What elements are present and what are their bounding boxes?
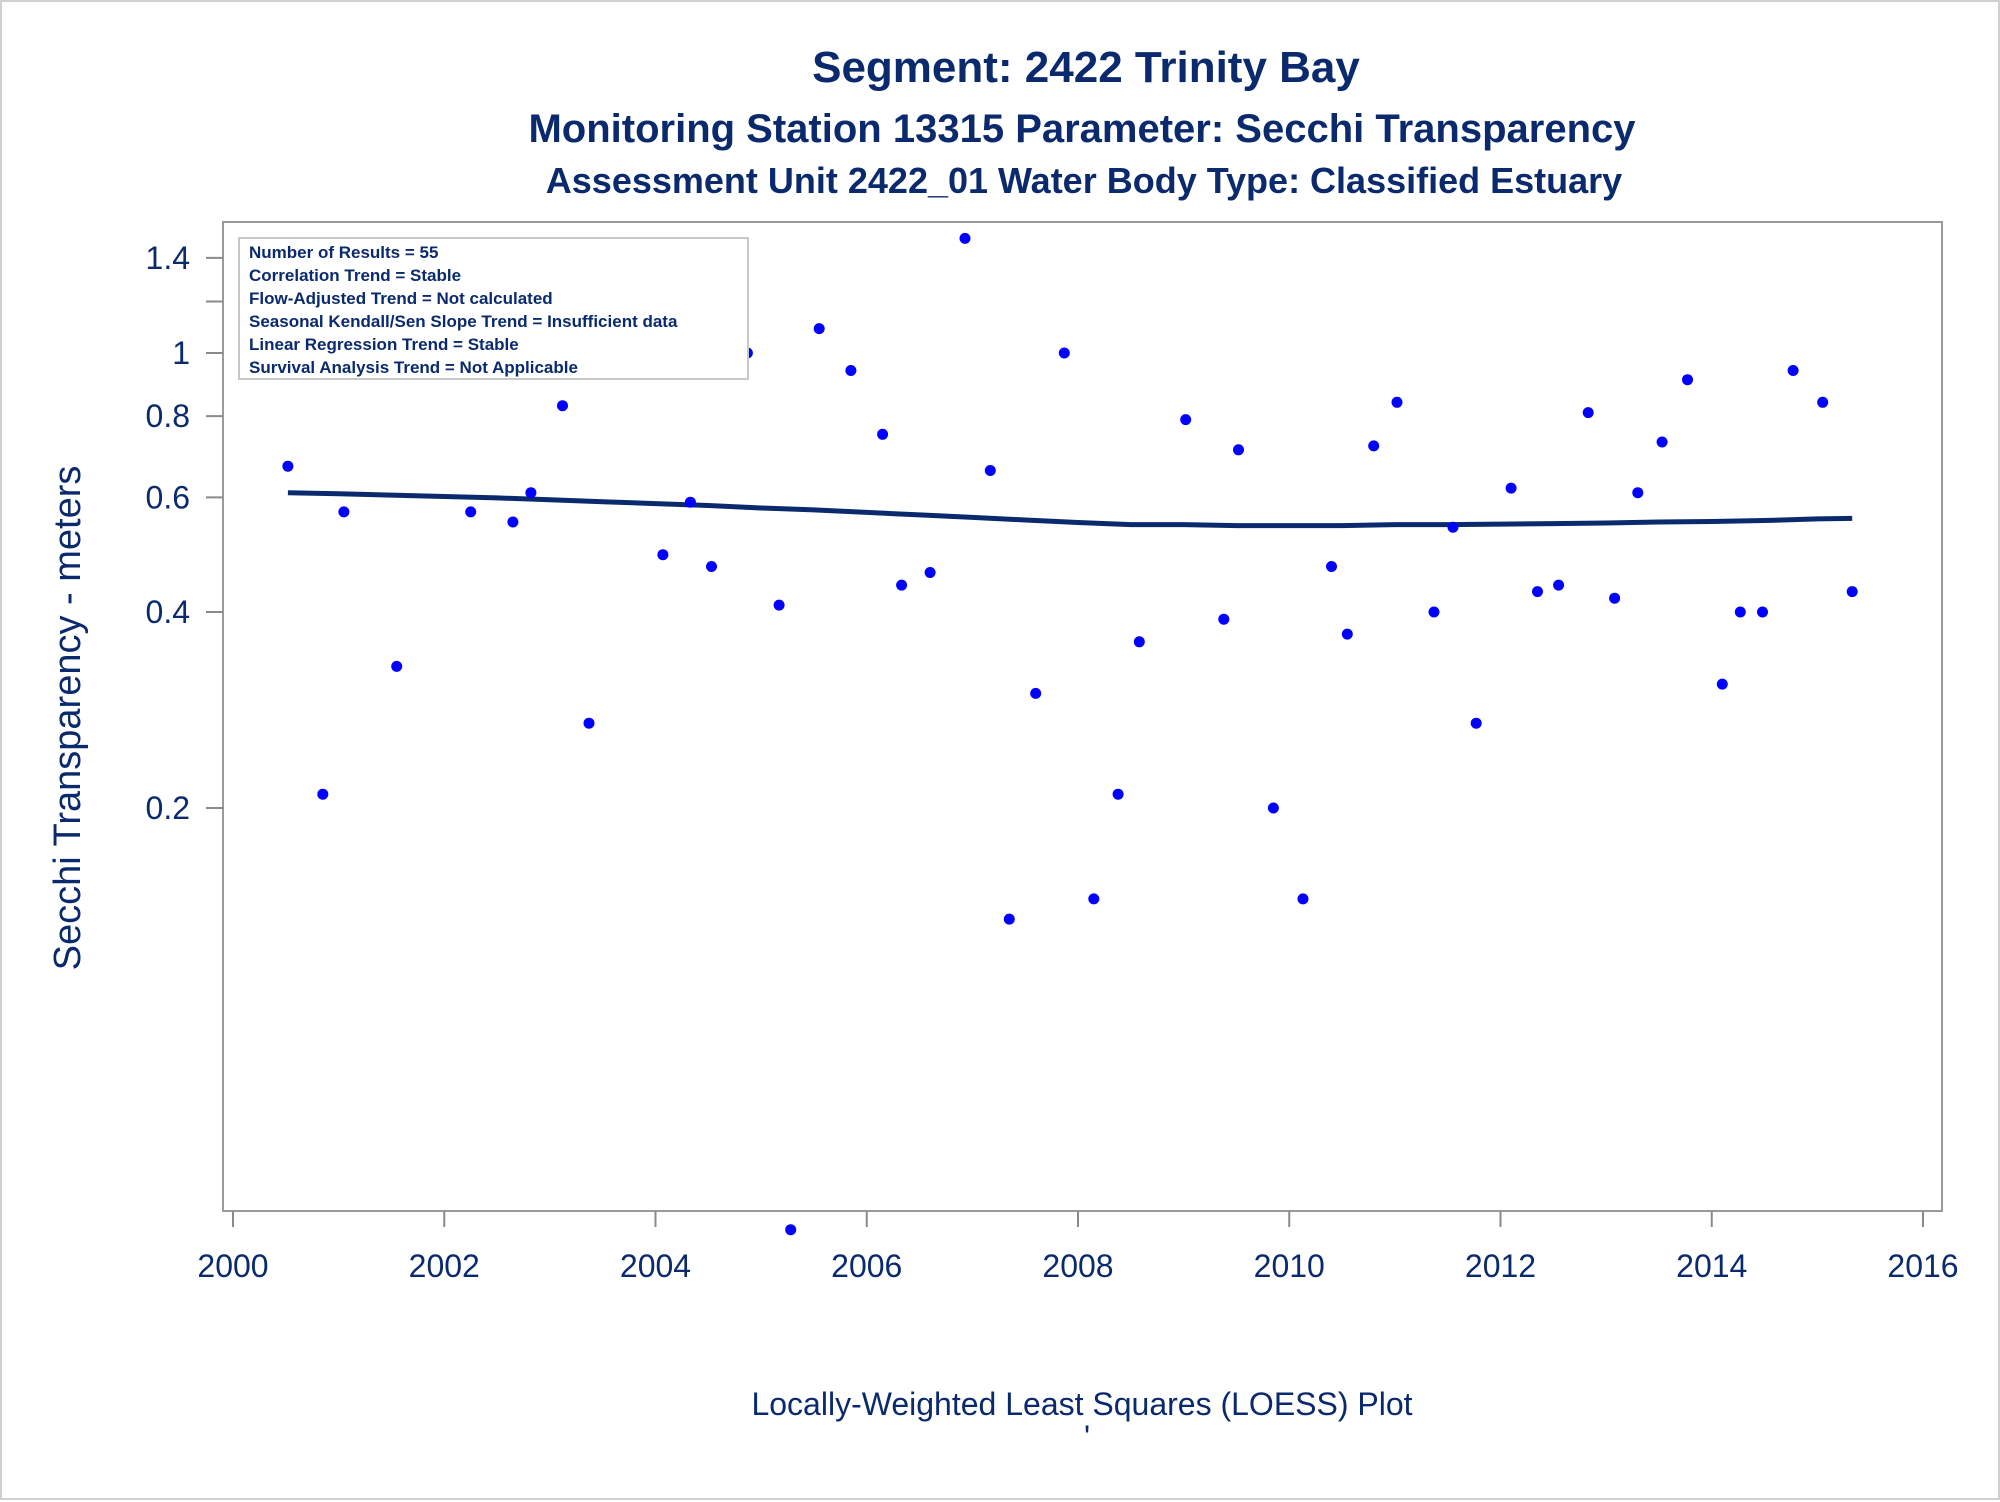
data-point xyxy=(1218,613,1230,625)
data-point xyxy=(1553,579,1565,591)
data-point xyxy=(1470,717,1482,729)
x-axis: 2000 2002 2004 2006 2008 2010 2012 2014 2016 xyxy=(197,1211,1959,1284)
data-point xyxy=(959,232,971,244)
chart-subtitle-2: Assessment Unit 2422_01 Water Body Type:… xyxy=(546,160,1622,201)
data-point xyxy=(282,460,294,472)
data-point xyxy=(1341,628,1353,640)
data-point xyxy=(813,323,825,335)
y-tick-label: 0.6 xyxy=(146,479,190,515)
data-point xyxy=(1267,802,1279,814)
data-point xyxy=(1112,788,1124,800)
data-point xyxy=(557,400,568,412)
loess-line xyxy=(287,490,1853,529)
y-tick-label: 0.8 xyxy=(146,398,190,434)
chart-footnote: Locally-Weighted Least Squares (LOESS) P… xyxy=(751,1386,1412,1422)
y-tick-label: 0.4 xyxy=(146,594,190,630)
data-point xyxy=(1817,396,1829,408)
data-point xyxy=(1716,678,1728,690)
footnote-mark: ' xyxy=(1084,1419,1090,1455)
data-point xyxy=(1030,687,1042,699)
stats-inset-line: Survival Analysis Trend = Not Applicable xyxy=(249,358,578,377)
stats-inset-box xyxy=(238,237,749,380)
stats-inset-line: Correlation Trend = Stable xyxy=(249,266,461,285)
data-point xyxy=(785,1224,797,1236)
data-point xyxy=(583,717,595,729)
x-tick-label: 2016 xyxy=(1887,1248,1958,1284)
stats-inset: Number of Results = 55 Correlation Trend… xyxy=(238,237,749,380)
data-point xyxy=(1632,487,1644,499)
x-tick-label: 2014 xyxy=(1676,1248,1747,1284)
chart-subtitle: Monitoring Station 13315 Parameter: Secc… xyxy=(528,107,1636,151)
y-axis: 0.2 0.4 0.6 0.8 1 1.4 xyxy=(146,240,223,826)
data-point xyxy=(1682,374,1693,386)
data-point xyxy=(924,567,936,578)
data-point xyxy=(338,506,350,518)
data-point xyxy=(1846,586,1858,598)
x-tick-label: 2002 xyxy=(409,1248,480,1284)
data-point xyxy=(1734,606,1746,618)
stats-inset-line: Seasonal Kendall/Sen Slope Trend = Insuf… xyxy=(249,312,678,331)
data-point xyxy=(1326,561,1337,572)
x-tick-label: 2000 xyxy=(197,1248,268,1284)
data-point xyxy=(507,516,519,528)
data-point xyxy=(1757,606,1768,618)
data-point xyxy=(1003,913,1015,925)
stats-inset-line: Number of Results = 55 xyxy=(249,243,438,262)
x-tick-label: 2012 xyxy=(1465,1248,1536,1284)
data-point xyxy=(984,465,996,476)
data-point xyxy=(1532,586,1543,598)
data-point xyxy=(317,788,329,800)
plot-area xyxy=(222,221,1943,1212)
data-point xyxy=(1297,893,1309,905)
data-point xyxy=(877,428,889,440)
data-point xyxy=(1656,436,1668,448)
stats-inset-line: Flow-Adjusted Trend = Not calculated xyxy=(249,289,553,308)
data-point xyxy=(1180,414,1192,426)
data-point xyxy=(1233,444,1244,456)
data-point xyxy=(845,365,857,376)
data-point xyxy=(1391,396,1403,408)
data-point xyxy=(1368,440,1380,452)
data-point xyxy=(525,487,537,499)
y-tick-label: 1 xyxy=(172,335,190,371)
data-point xyxy=(391,660,403,672)
data-point xyxy=(1447,521,1459,533)
data-point xyxy=(1609,592,1621,604)
y-tick-label: 0.2 xyxy=(146,790,190,826)
points-layer xyxy=(282,232,1858,1236)
data-point xyxy=(657,549,669,561)
y-tick-label: 1.4 xyxy=(146,240,190,276)
data-point xyxy=(1505,482,1517,494)
x-tick-label: 2010 xyxy=(1254,1248,1325,1284)
data-point xyxy=(773,599,785,611)
data-point xyxy=(1428,606,1440,618)
x-tick-label: 2006 xyxy=(831,1248,902,1284)
data-point xyxy=(465,506,477,518)
y-axis-label: Secchi Transparency - meters xyxy=(47,466,89,971)
data-point xyxy=(896,579,908,591)
x-tick-label: 2004 xyxy=(620,1248,691,1284)
stats-inset-line: Linear Regression Trend = Stable xyxy=(249,335,519,354)
data-point xyxy=(1787,365,1799,376)
data-point xyxy=(684,496,696,508)
data-point xyxy=(1133,636,1145,648)
data-point xyxy=(1088,893,1100,905)
data-point xyxy=(1058,347,1070,359)
chart-title: Segment: 2422 Trinity Bay xyxy=(812,43,1360,92)
x-tick-label: 2008 xyxy=(1042,1248,1113,1284)
loess-layer xyxy=(287,490,1853,529)
data-point xyxy=(1582,407,1594,419)
data-point xyxy=(706,561,717,572)
